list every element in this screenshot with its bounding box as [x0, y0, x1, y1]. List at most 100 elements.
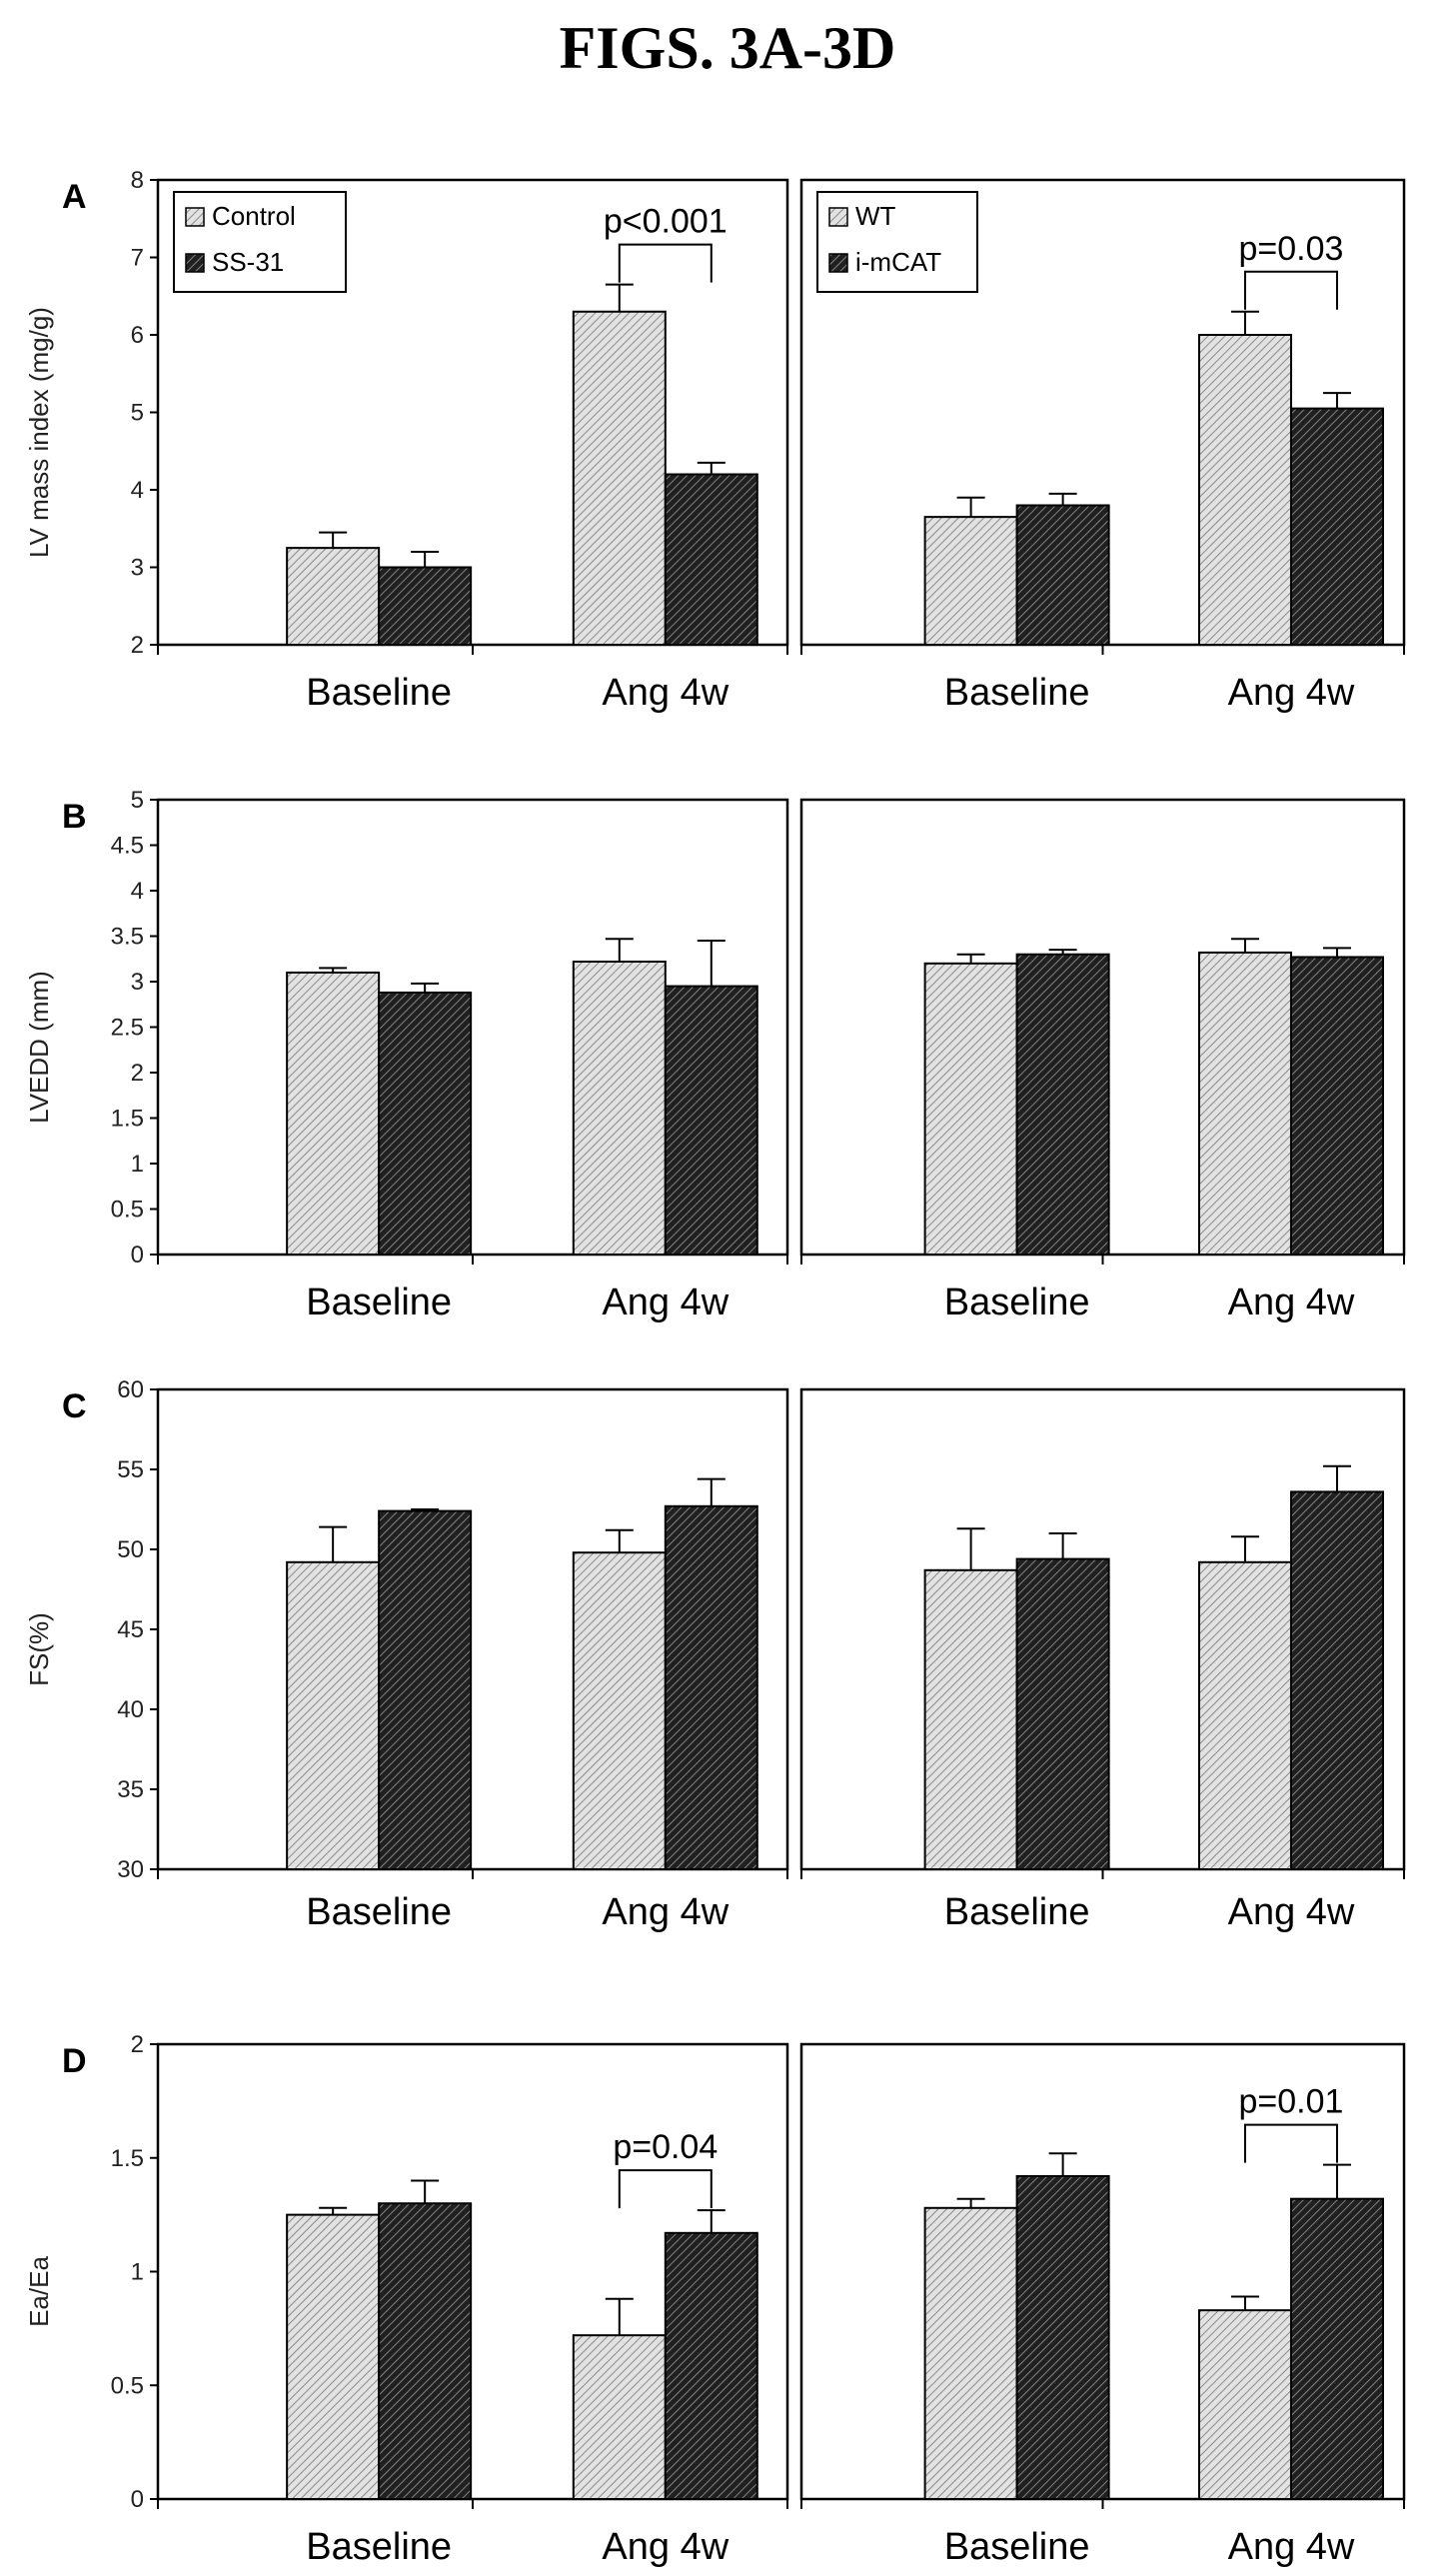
legend-label: SS-31	[212, 247, 284, 277]
bar	[664, 1504, 758, 1871]
y-tick-label: 5	[131, 400, 144, 427]
y-tick-label: 55	[117, 1456, 144, 1483]
panel-c-2: Baseline Ang 4w	[799, 1387, 1406, 1933]
x-category-label: Baseline	[944, 1282, 1090, 1323]
bar	[1197, 1560, 1292, 1871]
y-tick-label: 5	[131, 787, 144, 814]
bar	[1197, 2309, 1292, 2501]
bar	[1015, 504, 1110, 646]
chart-a: A LV mass index (mg/g) 2 3 4 5 6 7 8 Baseline Ang …	[24, 167, 1406, 714]
bar	[1289, 956, 1384, 1256]
significance-bracket	[618, 243, 713, 283]
p-value-label: p<0.001	[604, 203, 728, 241]
y-tick-label: 7	[131, 245, 144, 272]
x-category-label: Baseline	[306, 2526, 452, 2568]
x-category-label: Baseline	[944, 1891, 1090, 1933]
bar	[572, 310, 667, 646]
y-tick-label: 60	[117, 1376, 144, 1403]
y-tick-label: 4.5	[111, 833, 144, 860]
x-category-label: Ang 4w	[1228, 672, 1355, 714]
panel-d-2: Baseline Ang 4w p=0.01	[799, 2042, 1406, 2568]
y-axis-label: LVEDD (mm)	[24, 971, 54, 1124]
x-category-label: Baseline	[306, 1891, 452, 1933]
bar	[664, 985, 758, 1256]
y-tick-label: 30	[117, 1856, 144, 1883]
panel-a-1: Baseline Ang 4w p<0.001 Control SS-31	[156, 178, 789, 714]
legend-label: i-mCAT	[855, 247, 941, 277]
significance-bracket	[618, 2169, 713, 2209]
y-tick-label: 50	[117, 1536, 144, 1563]
y-tick-label: 2	[131, 2031, 144, 2058]
y-tick-label: 1.5	[111, 2145, 144, 2172]
chart-letter: B	[62, 798, 87, 836]
bar	[378, 566, 473, 646]
panel-a-2: Baseline Ang 4w p=0.03 WT i-mCAT	[799, 178, 1406, 714]
bar	[664, 473, 758, 646]
bar	[1015, 2174, 1110, 2500]
bar	[286, 1560, 381, 1871]
bar	[1197, 334, 1292, 646]
y-tick-label: 0	[131, 1242, 144, 1269]
x-category-label: Baseline	[944, 672, 1090, 714]
y-tick-label: 40	[117, 1696, 144, 1723]
x-category-label: Ang 4w	[602, 1282, 728, 1323]
bar	[378, 1509, 473, 1870]
x-category-label: Baseline	[306, 672, 452, 714]
bar	[286, 547, 381, 646]
y-axis-label: LV mass index (mg/g)	[24, 307, 54, 558]
bar	[286, 971, 381, 1257]
legend-swatch	[185, 207, 205, 227]
y-tick-label: 4	[131, 878, 144, 905]
bar	[923, 962, 1018, 1256]
panel-b-2: Baseline Ang 4w	[799, 798, 1406, 1323]
significance-bracket	[1243, 2123, 1338, 2163]
bar	[923, 2206, 1018, 2501]
legend-box	[816, 191, 978, 293]
y-tick-label: 6	[131, 322, 144, 349]
y-axis-label: FS(%)	[24, 1612, 54, 1686]
bar	[286, 2213, 381, 2500]
x-category-label: Ang 4w	[602, 1891, 728, 1933]
y-tick-label: 8	[131, 167, 144, 194]
bar	[572, 2334, 667, 2500]
figure-title: FIGS. 3A-3D	[560, 15, 896, 81]
y-tick-label: 0.5	[111, 2372, 144, 2399]
legend-swatch	[828, 207, 848, 227]
y-tick-label: 45	[117, 1616, 144, 1643]
chart-letter: D	[62, 2042, 87, 2080]
y-tick-label: 0.5	[111, 1197, 144, 1224]
y-tick-label: 1.5	[111, 1106, 144, 1133]
bar	[1289, 1490, 1384, 1871]
chart-letter: A	[62, 178, 87, 216]
bar	[923, 1568, 1018, 1871]
chart-d: D Ea/Ea 0 0.5 1 1.5 2 Baseline Ang 4w p=0.04 Basel…	[24, 2031, 1406, 2568]
p-value-label: p=0.01	[1239, 2083, 1344, 2121]
y-tick-label: 3	[131, 969, 144, 996]
x-category-label: Ang 4w	[1228, 1891, 1355, 1933]
legend: Control SS-31	[173, 191, 347, 293]
y-tick-label: 1	[131, 2259, 144, 2286]
p-value-label: p=0.04	[613, 2128, 718, 2166]
legend-swatch	[828, 253, 848, 273]
x-category-label: Ang 4w	[602, 672, 728, 714]
x-category-label: Ang 4w	[602, 2526, 728, 2568]
legend-label: Control	[212, 201, 296, 231]
x-category-label: Baseline	[306, 1282, 452, 1323]
y-tick-label: 35	[117, 1776, 144, 1803]
bar	[378, 991, 473, 1256]
p-value-label: p=0.03	[1239, 230, 1344, 268]
bar	[378, 2202, 473, 2500]
bar	[664, 2231, 758, 2500]
bar	[1289, 2197, 1384, 2500]
bar	[1197, 951, 1292, 1256]
bar	[572, 1551, 667, 1870]
y-tick-label: 0	[131, 2486, 144, 2513]
significance-bracket	[1243, 270, 1338, 310]
y-tick-label: 2.5	[111, 1015, 144, 1042]
y-axis-label: Ea/Ea	[24, 2256, 54, 2327]
y-tick-label: 3	[131, 555, 144, 582]
bar	[1015, 953, 1110, 1256]
x-category-label: Ang 4w	[1228, 1282, 1355, 1323]
